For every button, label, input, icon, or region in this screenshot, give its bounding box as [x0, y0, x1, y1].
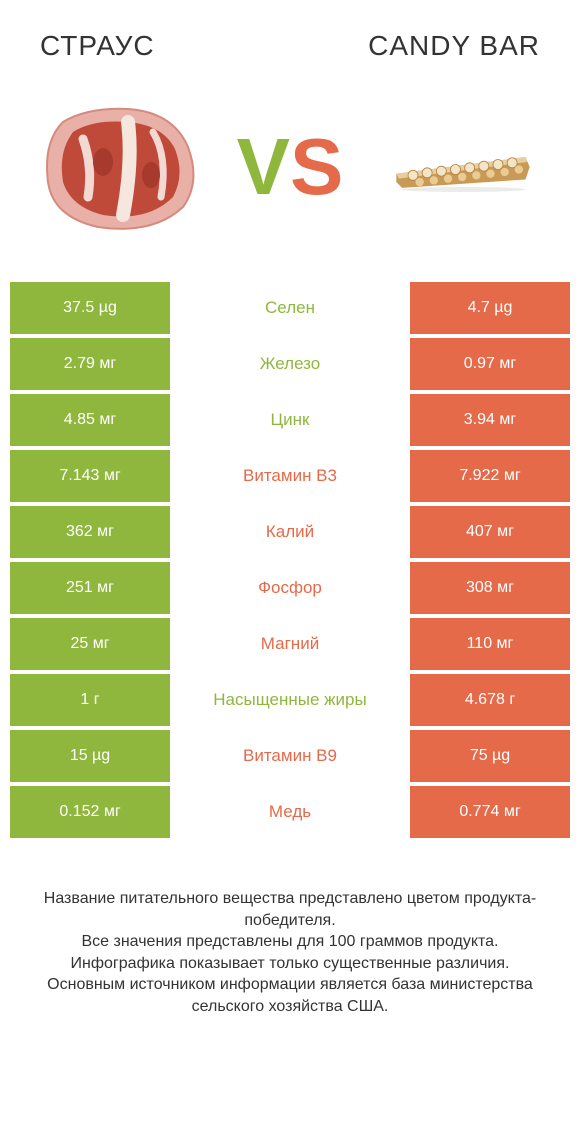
- right-value-cell: 4.7 µg: [410, 282, 570, 334]
- footer-notes: Название питательного вещества представл…: [0, 838, 580, 1018]
- right-value-cell: 3.94 мг: [410, 394, 570, 446]
- vs-v: V: [237, 122, 290, 211]
- table-row: 362 мгКалий407 мг: [10, 506, 570, 558]
- nutrient-label: Витамин B3: [170, 450, 410, 502]
- table-row: 4.85 мгЦинк3.94 мг: [10, 394, 570, 446]
- left-value-cell: 15 µg: [10, 730, 170, 782]
- nutrient-label: Селен: [170, 282, 410, 334]
- title-right: CANDY BAR: [368, 30, 540, 62]
- vs-label: VS: [237, 127, 344, 207]
- nutrient-label: Витамин B9: [170, 730, 410, 782]
- table-row: 15 µgВитамин B975 µg: [10, 730, 570, 782]
- footer-line-1: Название питательного вещества представл…: [20, 888, 560, 931]
- right-product-image: [375, 92, 550, 242]
- nutrient-label: Калий: [170, 506, 410, 558]
- left-value-cell: 362 мг: [10, 506, 170, 558]
- steak-icon: [33, 97, 203, 237]
- right-value-cell: 75 µg: [410, 730, 570, 782]
- candy-bar-icon: [378, 142, 548, 192]
- table-row: 25 мгМагний110 мг: [10, 618, 570, 670]
- nutrient-label: Железо: [170, 338, 410, 390]
- left-value-cell: 7.143 мг: [10, 450, 170, 502]
- footer-line-4: Основным источником информации является …: [20, 974, 560, 1017]
- right-value-cell: 4.678 г: [410, 674, 570, 726]
- right-value-cell: 110 мг: [410, 618, 570, 670]
- title-left: СТРАУС: [40, 30, 155, 62]
- nutrient-label: Насыщенные жиры: [170, 674, 410, 726]
- right-value-cell: 0.774 мг: [410, 786, 570, 838]
- table-row: 2.79 мгЖелезо0.97 мг: [10, 338, 570, 390]
- left-value-cell: 25 мг: [10, 618, 170, 670]
- title-row: СТРАУС CANDY BAR: [0, 0, 580, 62]
- left-product-image: [30, 92, 205, 242]
- left-value-cell: 37.5 µg: [10, 282, 170, 334]
- left-value-cell: 1 г: [10, 674, 170, 726]
- left-value-cell: 251 мг: [10, 562, 170, 614]
- table-row: 0.152 мгМедь0.774 мг: [10, 786, 570, 838]
- left-value-cell: 4.85 мг: [10, 394, 170, 446]
- footer-line-2: Все значения представлены для 100 граммо…: [20, 931, 560, 953]
- left-value-cell: 0.152 мг: [10, 786, 170, 838]
- comparison-table: 37.5 µgСелен4.7 µg2.79 мгЖелезо0.97 мг4.…: [0, 282, 580, 838]
- hero-row: VS: [0, 62, 580, 282]
- right-value-cell: 0.97 мг: [410, 338, 570, 390]
- table-row: 7.143 мгВитамин B37.922 мг: [10, 450, 570, 502]
- table-row: 37.5 µgСелен4.7 µg: [10, 282, 570, 334]
- footer-line-3: Инфографика показывает только существенн…: [20, 953, 560, 975]
- left-value-cell: 2.79 мг: [10, 338, 170, 390]
- right-value-cell: 7.922 мг: [410, 450, 570, 502]
- nutrient-label: Фосфор: [170, 562, 410, 614]
- vs-s: S: [290, 122, 343, 211]
- nutrient-label: Магний: [170, 618, 410, 670]
- nutrient-label: Цинк: [170, 394, 410, 446]
- nutrient-label: Медь: [170, 786, 410, 838]
- right-value-cell: 308 мг: [410, 562, 570, 614]
- table-row: 1 гНасыщенные жиры4.678 г: [10, 674, 570, 726]
- right-value-cell: 407 мг: [410, 506, 570, 558]
- table-row: 251 мгФосфор308 мг: [10, 562, 570, 614]
